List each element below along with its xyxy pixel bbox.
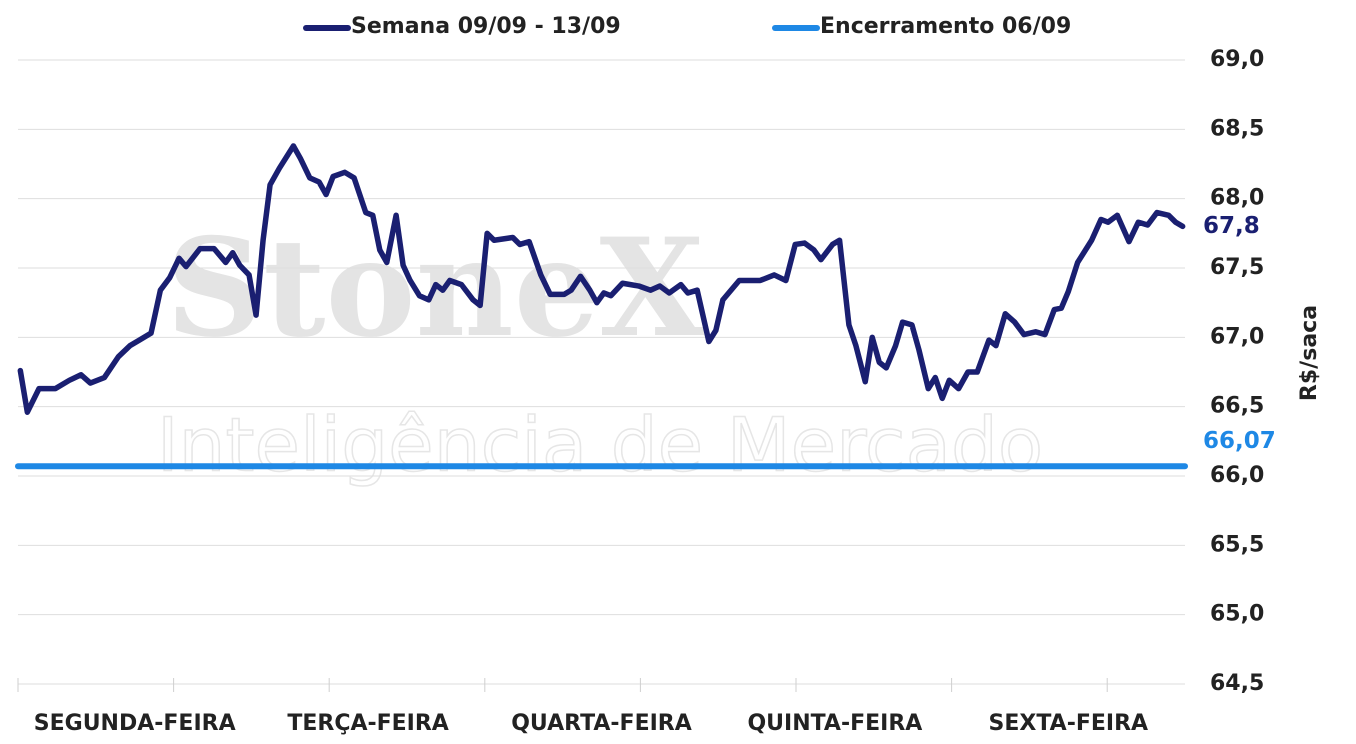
y-axis-label: R$/saca bbox=[1297, 305, 1322, 401]
y-tick-label: 68,5 bbox=[1210, 116, 1264, 141]
x-tick-label: TERÇA-FEIRA bbox=[287, 711, 449, 736]
watermark-text: Inteligência de Mercado bbox=[157, 403, 1043, 489]
y-tick-label: 68,0 bbox=[1210, 186, 1264, 211]
end-value-label: 66,07 bbox=[1203, 428, 1276, 454]
x-tick-label: QUINTA-FEIRA bbox=[747, 711, 922, 736]
y-tick-label: 69,0 bbox=[1210, 47, 1264, 72]
y-tick-label: 67,0 bbox=[1210, 324, 1264, 349]
x-tick-label: SEGUNDA-FEIRA bbox=[34, 711, 236, 736]
y-tick-label: 67,5 bbox=[1210, 255, 1264, 280]
y-tick-label: 65,0 bbox=[1210, 602, 1264, 627]
y-tick-label: 64,5 bbox=[1210, 671, 1264, 696]
watermark: StoneX Inteligência de Mercado bbox=[156, 208, 1044, 489]
legend-label: Semana 09/09 - 13/09 bbox=[351, 14, 621, 39]
legend-label: Encerramento 06/09 bbox=[820, 14, 1071, 39]
x-tick-label: SEXTA-FEIRA bbox=[989, 711, 1149, 736]
x-tick-label: QUARTA-FEIRA bbox=[511, 711, 692, 736]
y-tick-label: 66,5 bbox=[1210, 394, 1264, 419]
y-tick-label: 65,5 bbox=[1210, 532, 1264, 557]
series-line bbox=[17, 143, 1186, 415]
y-tick-label: 66,0 bbox=[1210, 463, 1264, 488]
end-value-label: 67,8 bbox=[1203, 213, 1260, 239]
